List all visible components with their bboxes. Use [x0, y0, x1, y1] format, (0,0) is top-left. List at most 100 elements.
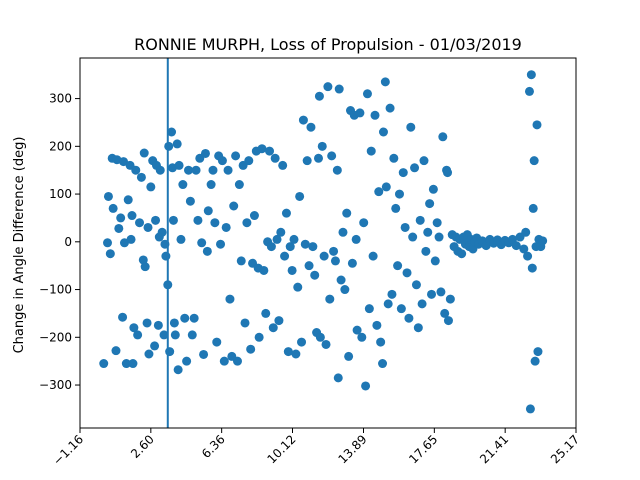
x-tick-label-7: 25.17: [548, 432, 582, 466]
data-point-49: [170, 330, 180, 340]
y-tick-label-3: 0: [64, 235, 72, 249]
data-point-132: [323, 82, 333, 92]
data-point-170: [391, 203, 401, 213]
data-point-74: [216, 239, 226, 249]
data-point-9: [116, 213, 126, 223]
data-point-13: [121, 359, 131, 369]
data-point-18: [128, 359, 138, 369]
data-point-137: [332, 165, 342, 175]
data-point-190: [428, 184, 438, 194]
data-point-8: [114, 223, 124, 233]
data-point-148: [351, 234, 361, 244]
data-point-56: [182, 356, 192, 366]
data-point-68: [203, 206, 213, 216]
data-point-238: [532, 120, 542, 130]
data-point-198: [443, 168, 453, 178]
data-point-229: [523, 251, 533, 261]
data-point-100: [265, 146, 275, 156]
data-point-55: [180, 313, 190, 323]
data-point-141: [338, 227, 348, 237]
data-point-33: [151, 215, 161, 225]
data-point-120: [302, 156, 312, 166]
data-point-116: [295, 191, 305, 201]
data-point-228: [521, 227, 531, 237]
data-point-183: [415, 215, 425, 225]
data-point-191: [430, 256, 440, 266]
y-tick-label-2: 100: [49, 187, 72, 201]
data-point-194: [436, 287, 446, 297]
data-point-233: [527, 263, 537, 273]
data-point-67: [202, 246, 212, 256]
data-point-29: [144, 349, 154, 359]
data-point-136: [330, 256, 340, 266]
axis-ticks: −1.16 2.60 6.36 10.12 13.89 17.65 21.41 25.17 30…: [39, 92, 582, 469]
data-point-165: [381, 182, 391, 192]
data-point-35: [153, 320, 163, 330]
data-point-64: [197, 238, 207, 248]
data-point-175: [400, 222, 410, 232]
data-point-186: [421, 246, 431, 256]
data-point-44: [165, 347, 175, 357]
data-point-242: [538, 236, 548, 246]
data-point-88: [242, 218, 252, 228]
data-point-146: [347, 258, 357, 268]
data-point-196: [440, 308, 450, 318]
data-point-177: [404, 313, 414, 323]
plot-frame: [79, 57, 577, 429]
data-point-232: [526, 70, 536, 80]
data-point-117: [297, 337, 307, 347]
data-point-70: [208, 165, 218, 175]
data-point-195: [438, 132, 448, 142]
data-point-124: [310, 270, 320, 280]
data-point-113: [289, 234, 299, 244]
data-point-112: [287, 265, 297, 275]
data-point-11: [119, 157, 129, 167]
data-point-172: [394, 189, 404, 199]
data-point-104: [272, 234, 282, 244]
data-point-158: [370, 110, 380, 120]
data-point-10: [118, 312, 128, 322]
data-point-45: [167, 127, 177, 137]
y-tick-label-5: −200: [39, 330, 72, 344]
data-point-200: [445, 294, 455, 304]
data-point-59: [187, 330, 197, 340]
data-point-5: [108, 203, 118, 213]
data-point-2: [103, 191, 113, 201]
data-point-54: [178, 180, 188, 190]
data-point-230: [524, 86, 534, 96]
data-point-3: [105, 249, 115, 259]
data-point-234: [528, 203, 538, 213]
y-axis-label: Change in Angle Difference (deg): [12, 137, 27, 354]
data-point-142: [340, 285, 350, 295]
data-point-129: [317, 141, 327, 151]
data-point-122: [306, 122, 316, 132]
data-point-161: [376, 337, 386, 347]
data-point-139: [334, 84, 344, 94]
data-point-181: [411, 280, 421, 290]
data-point-135: [329, 246, 339, 256]
data-point-199: [443, 316, 453, 326]
data-point-235: [529, 156, 539, 166]
data-point-178: [406, 122, 416, 132]
data-point-133: [325, 294, 335, 304]
data-point-38: [157, 227, 167, 237]
data-point-6: [111, 346, 121, 356]
data-point-1: [103, 238, 113, 248]
data-point-98: [261, 308, 271, 318]
data-point-189: [427, 289, 437, 299]
data-point-83: [232, 356, 242, 366]
x-tick-label-5: 17.65: [406, 432, 440, 466]
data-point-182: [413, 323, 423, 333]
data-point-19: [129, 323, 139, 333]
data-point-118: [298, 115, 308, 125]
data-point-58: [185, 196, 195, 206]
data-point-173: [396, 304, 406, 314]
data-point-144: [344, 351, 354, 361]
data-point-159: [372, 320, 382, 330]
y-tick-label-6: −300: [39, 378, 72, 392]
data-point-166: [383, 299, 393, 309]
data-point-78: [223, 165, 233, 175]
data-point-0: [99, 359, 109, 369]
data-point-28: [143, 222, 153, 232]
